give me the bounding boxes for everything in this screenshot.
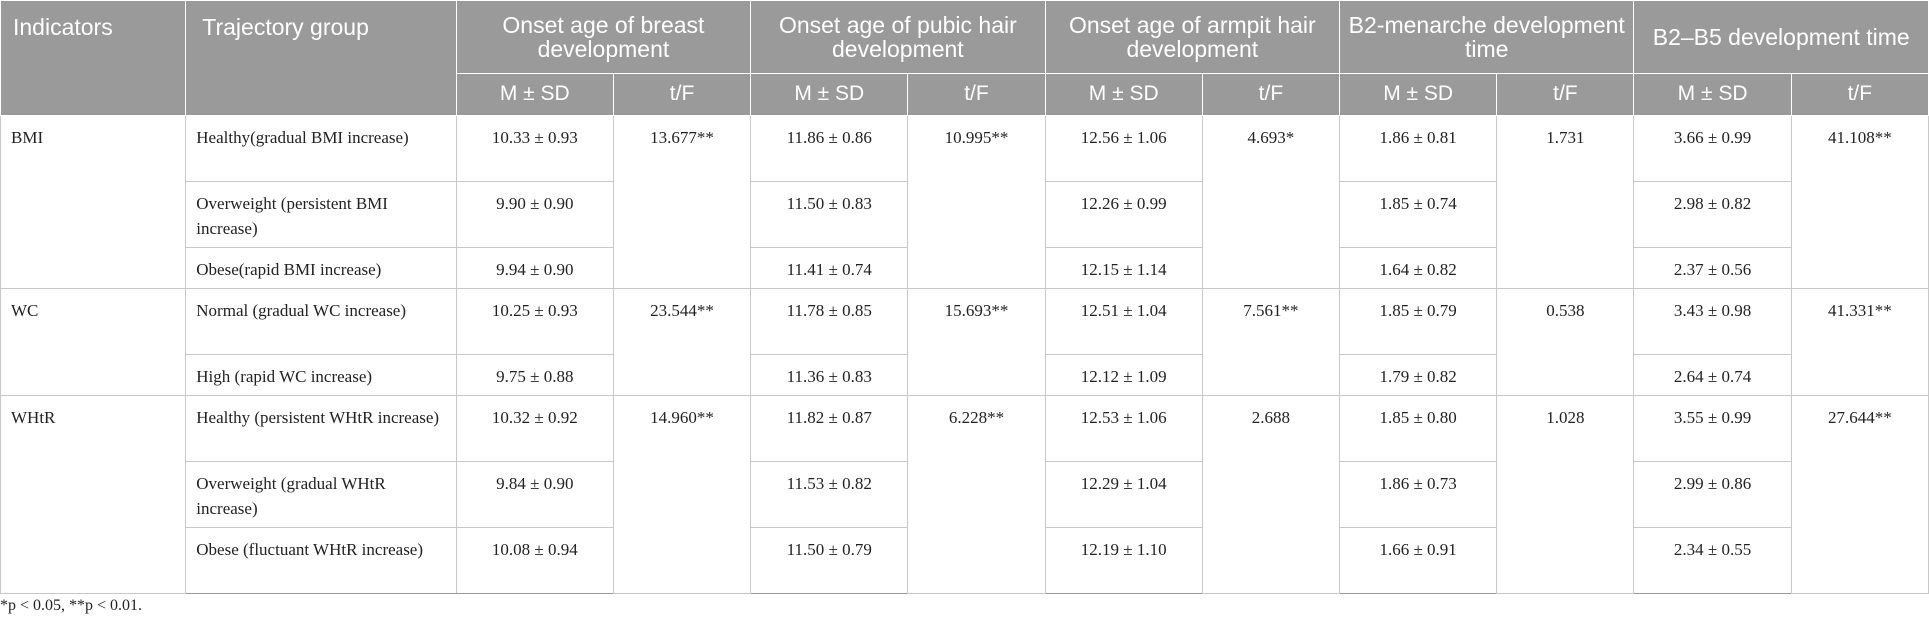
header-armpit-onset: Onset age of armpit hair development: [1044, 0, 1341, 74]
group-cell: Healthy (persistent WHtR increase): [185, 395, 457, 462]
table-body: BMI Healthy(gradual BMI increase) 10.33 …: [0, 115, 1929, 594]
armpit-msd-cell: 12.26 ± 0.99: [1044, 181, 1203, 248]
b2b5-tf-cell: 41.331**: [1790, 288, 1929, 396]
group-cell: Healthy(gradual BMI increase): [185, 115, 457, 182]
indicator-cell: WC: [0, 288, 187, 396]
header-pubic-onset: Onset age of pubic hair development: [750, 0, 1046, 74]
header-tf: t/F: [1201, 73, 1341, 116]
table-row: Overweight (persistent BMI increase) 9.9…: [1, 181, 1929, 248]
pubic-msd-cell: 11.50 ± 0.79: [750, 527, 909, 594]
breast-tf-cell: 13.677**: [612, 115, 752, 289]
menarche-tf-cell: 1.028: [1496, 395, 1635, 594]
indicator-cell: WHtR: [0, 395, 187, 594]
b2b5-msd-cell: 3.55 ± 0.99: [1633, 395, 1792, 462]
header-msd: M ± SD: [1633, 73, 1792, 116]
header-breast-onset: Onset age of breast development: [455, 0, 752, 74]
breast-msd-cell: 10.25 ± 0.93: [455, 288, 614, 355]
breast-msd-cell: 10.33 ± 0.93: [455, 115, 614, 182]
pubic-tf-cell: 15.693**: [907, 288, 1046, 396]
b2b5-msd-cell: 3.43 ± 0.98: [1633, 288, 1792, 355]
menarche-tf-cell: 1.731: [1496, 115, 1635, 289]
breast-tf-cell: 23.544**: [612, 288, 752, 396]
b2b5-msd-cell: 2.34 ± 0.55: [1633, 527, 1792, 594]
pubic-msd-cell: 11.41 ± 0.74: [750, 247, 909, 289]
pubic-tf-cell: 6.228**: [907, 395, 1046, 594]
armpit-msd-cell: 12.19 ± 1.10: [1044, 527, 1203, 594]
menarche-tf-cell: 0.538: [1496, 288, 1635, 396]
breast-msd-cell: 9.84 ± 0.90: [455, 461, 614, 528]
header-msd: M ± SD: [1339, 73, 1498, 116]
menarche-msd-cell: 1.66 ± 0.91: [1339, 527, 1498, 594]
pubic-msd-cell: 11.78 ± 0.85: [750, 288, 909, 355]
results-table: Indicators Trajectory group Onset age of…: [0, 0, 1929, 594]
header-msd: M ± SD: [750, 73, 909, 116]
b2b5-msd-cell: 2.98 ± 0.82: [1633, 181, 1792, 248]
group-cell: Obese (fluctuant WHtR increase): [185, 527, 457, 594]
table-footnote: *p < 0.05, **p < 0.01.: [0, 597, 143, 614]
table-row: Obese(rapid BMI increase) 9.94 ± 0.90 11…: [1, 247, 1929, 289]
header-tf: t/F: [1496, 73, 1635, 116]
b2b5-msd-cell: 2.99 ± 0.86: [1633, 461, 1792, 528]
header-tf: t/F: [1790, 73, 1929, 116]
armpit-msd-cell: 12.15 ± 1.14: [1044, 247, 1203, 289]
table-row: Obese (fluctuant WHtR increase) 10.08 ± …: [1, 527, 1929, 594]
b2b5-tf-cell: 27.644**: [1790, 395, 1929, 594]
group-cell: Overweight (gradual WHtR increase): [185, 461, 457, 528]
header-b2-b5: B2–B5 development time: [1633, 0, 1929, 74]
armpit-msd-cell: 12.12 ± 1.09: [1044, 354, 1203, 396]
menarche-msd-cell: 1.64 ± 0.82: [1339, 247, 1498, 289]
menarche-msd-cell: 1.85 ± 0.79: [1339, 288, 1498, 355]
header-tf: t/F: [907, 73, 1046, 116]
header-b2-menarche: B2-menarche development time: [1339, 0, 1635, 74]
b2b5-msd-cell: 2.64 ± 0.74: [1633, 354, 1792, 396]
pubic-msd-cell: 11.36 ± 0.83: [750, 354, 909, 396]
b2b5-msd-cell: 3.66 ± 0.99: [1633, 115, 1792, 182]
breast-msd-cell: 9.90 ± 0.90: [455, 181, 614, 248]
armpit-tf-cell: 2.688: [1201, 395, 1341, 594]
breast-tf-cell: 14.960**: [612, 395, 752, 594]
menarche-msd-cell: 1.86 ± 0.81: [1339, 115, 1498, 182]
breast-msd-cell: 10.08 ± 0.94: [455, 527, 614, 594]
group-cell: High (rapid WC increase): [185, 354, 457, 396]
menarche-msd-cell: 1.85 ± 0.74: [1339, 181, 1498, 248]
header-indicators: Indicators: [0, 0, 187, 116]
armpit-msd-cell: 12.51 ± 1.04: [1044, 288, 1203, 355]
header-tf: t/F: [612, 73, 752, 116]
armpit-tf-cell: 7.561**: [1201, 288, 1341, 396]
armpit-msd-cell: 12.29 ± 1.04: [1044, 461, 1203, 528]
pubic-msd-cell: 11.86 ± 0.86: [750, 115, 909, 182]
table-row: WC Normal (gradual WC increase) 10.25 ± …: [0, 288, 1929, 396]
pubic-msd-cell: 11.50 ± 0.83: [750, 181, 909, 248]
breast-msd-cell: 10.32 ± 0.92: [455, 395, 614, 462]
menarche-msd-cell: 1.85 ± 0.80: [1339, 395, 1498, 462]
b2b5-msd-cell: 2.37 ± 0.56: [1633, 247, 1792, 289]
header-msd: M ± SD: [455, 73, 614, 116]
pubic-msd-cell: 11.82 ± 0.87: [750, 395, 909, 462]
group-cell: Overweight (persistent BMI increase): [185, 181, 457, 248]
group-cell: Normal (gradual WC increase): [185, 288, 457, 355]
indicator-cell: BMI: [0, 115, 187, 289]
breast-msd-cell: 9.94 ± 0.90: [455, 247, 614, 289]
armpit-msd-cell: 12.56 ± 1.06: [1044, 115, 1203, 182]
header-trajectory-group: Trajectory group: [185, 0, 457, 116]
b2b5-tf-cell: 41.108**: [1790, 115, 1929, 289]
pubic-tf-cell: 10.995**: [907, 115, 1046, 289]
breast-msd-cell: 9.75 ± 0.88: [455, 354, 614, 396]
table-row: WHtR Healthy (persistent WHtR increase) …: [0, 395, 1929, 594]
pubic-msd-cell: 11.53 ± 0.82: [750, 461, 909, 528]
armpit-msd-cell: 12.53 ± 1.06: [1044, 395, 1203, 462]
group-cell: Obese(rapid BMI increase): [185, 247, 457, 289]
table-row: BMI Healthy(gradual BMI increase) 10.33 …: [0, 115, 1929, 289]
menarche-msd-cell: 1.86 ± 0.73: [1339, 461, 1498, 528]
table-header: Indicators Trajectory group Onset age of…: [0, 0, 1929, 116]
menarche-msd-cell: 1.79 ± 0.82: [1339, 354, 1498, 396]
header-msd: M ± SD: [1044, 73, 1203, 116]
table-row: Overweight (gradual WHtR increase) 9.84 …: [1, 461, 1929, 528]
armpit-tf-cell: 4.693*: [1201, 115, 1341, 289]
